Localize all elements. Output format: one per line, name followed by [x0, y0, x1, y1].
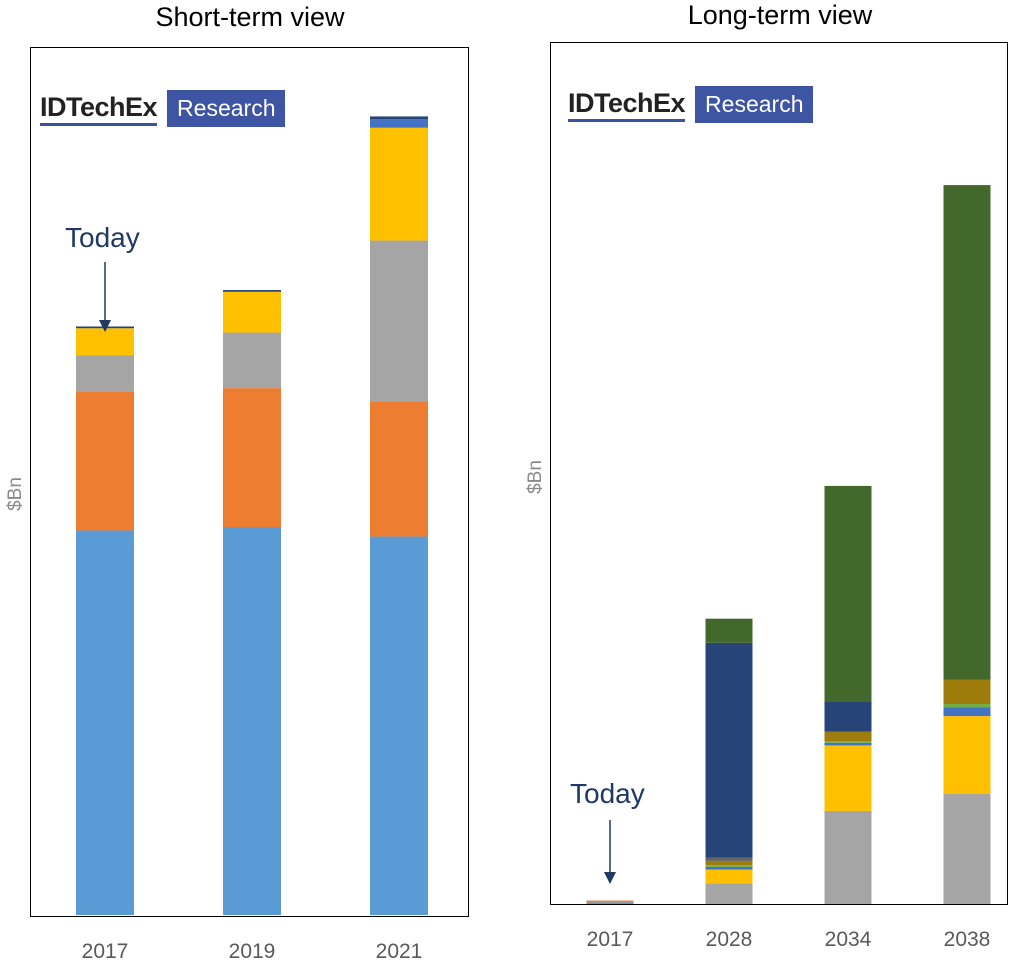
short-term-bar-2021-series-2 [370, 401, 428, 537]
short-term-xtick-2019: 2019 [228, 940, 276, 963]
short-term-xtick-2021: 2021 [375, 940, 423, 963]
short-term-bar-2021-series-1 [370, 536, 428, 915]
short-term-bar-2019-series-1 [223, 527, 281, 915]
short-term-chart-title: Short-term view [155, 2, 345, 32]
long-term-bar-2028-series-10 [705, 618, 753, 643]
long-term-bar-2028-series-7 [705, 860, 753, 866]
short-term-bar-2017-series-4 [76, 328, 134, 356]
long-term-bar-2034-series-4 [824, 745, 872, 811]
long-term-bar-2028-series-9 [705, 642, 753, 858]
long-term-idtechex-logo: IDTechEx Research [568, 86, 814, 123]
long-term-xtick-2017: 2017 [586, 928, 634, 951]
short-term-bar-2019-series-4 [223, 291, 281, 333]
long-term-bar-2034-series-10 [824, 485, 872, 702]
long-term-today-annotation: Today [570, 778, 645, 809]
short-term-bar-2019-series-2 [223, 388, 281, 528]
short-term-bar-2019-series-6 [223, 290, 281, 292]
long-term-bar-2034-series-6 [824, 741, 872, 743]
short-term-today-annotation: Today [65, 222, 140, 253]
short-term-bar-2017-series-3 [76, 355, 134, 392]
long-term-bar-2028-series-5 [705, 866, 753, 870]
short-term-xtick-2017: 2017 [81, 940, 129, 963]
long-term-bar-2034-series-9 [824, 701, 872, 732]
long-term-bar-2038-series-3 [943, 793, 991, 904]
long-term-bar-2038-series-7 [943, 679, 991, 705]
long-term-bar-2034-series-3 [824, 810, 872, 904]
long-term-bar-2038-series-5 [943, 707, 991, 717]
long-term-bar-2017-series-2 [586, 900, 634, 903]
long-term-today-arrow [604, 820, 616, 884]
logo-research-badge: Research [695, 86, 814, 123]
long-term-chart-title: Long-term view [687, 0, 873, 30]
short-term-bar-2017-series-2 [76, 391, 134, 531]
long-term-bar-2017-series-1 [586, 902, 634, 904]
logo-wordmark: IDTechEx [40, 92, 158, 126]
short-term-bar-2019-series-3 [223, 332, 281, 389]
long-term-bar-2034-series-7 [824, 731, 872, 742]
long-term-bar-2038-series-10 [943, 185, 991, 680]
long-term-bar-2028-series-4 [705, 869, 753, 884]
long-term-bar-2038-series-6 [943, 704, 991, 708]
short-term-bar-2021-series-4 [370, 127, 428, 241]
long-term-bar-2028-series-6 [705, 865, 753, 867]
short-term-bar-2017-series-1 [76, 530, 134, 915]
logo-wordmark: IDTechEx [568, 88, 686, 122]
long-term-bar-2038-series-4 [943, 716, 991, 794]
short-term-bar-2021-series-6 [370, 116, 428, 120]
short-term-today-arrow [99, 262, 111, 332]
long-term-bar-2028-series-3 [705, 883, 753, 904]
long-term-xtick-2034: 2034 [824, 928, 872, 951]
short-term-idtechex-logo: IDTechEx Research [40, 90, 286, 127]
long-term-xtick-2038: 2038 [943, 928, 991, 951]
short-term-plot-area [30, 47, 469, 917]
long-term-xtick-2028: 2028 [705, 928, 753, 951]
short-term-bar-2021-series-3 [370, 240, 428, 402]
logo-research-badge: Research [167, 90, 286, 127]
long-term-plot-area [550, 42, 1008, 905]
long-term-bar-2028-series-8 [705, 857, 753, 861]
long-term-bar-2034-series-5 [824, 742, 872, 746]
short-term-bar-2021-series-5 [370, 119, 428, 128]
